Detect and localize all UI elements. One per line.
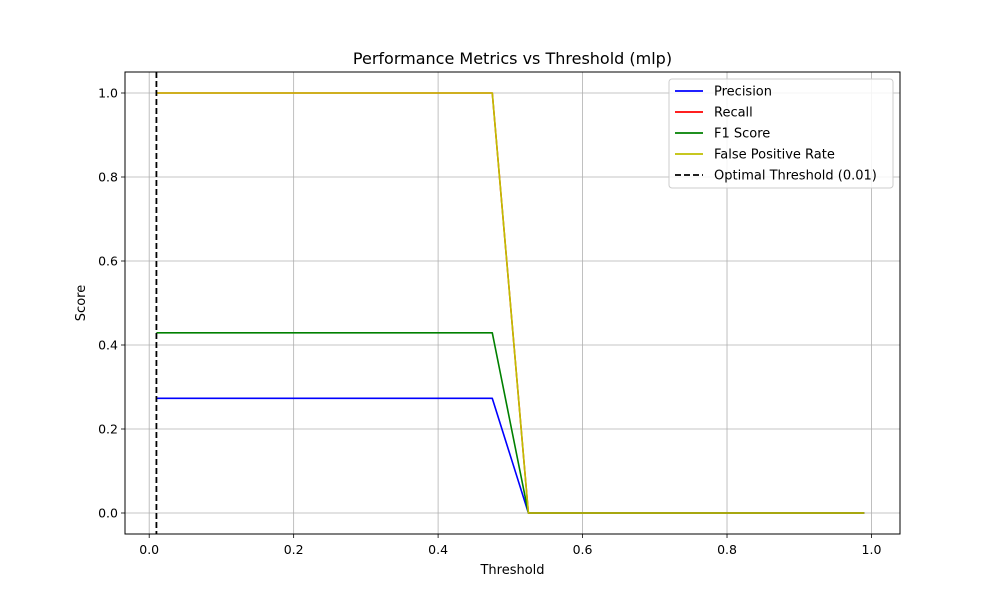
series-line-false-positive-rate bbox=[156, 92, 865, 514]
plot-lines bbox=[155, 72, 865, 534]
legend-label: False Positive Rate bbox=[714, 148, 835, 163]
legend-label: Recall bbox=[714, 106, 753, 121]
x-axis-label: Threshold bbox=[479, 563, 544, 578]
x-tick-label: 0.6 bbox=[573, 542, 593, 557]
legend: Precision Recall F1 Score False Positive Ra… bbox=[668, 78, 894, 189]
x-tick-label: 1.0 bbox=[862, 542, 882, 557]
y-tick-label: 0.8 bbox=[98, 170, 118, 185]
y-tick-label: 0.4 bbox=[98, 338, 118, 353]
legend-box bbox=[668, 78, 894, 189]
y-tick-label: 0.2 bbox=[98, 422, 118, 437]
y-axis: 0.0 0.2 0.4 0.6 0.8 1.0 bbox=[98, 86, 125, 521]
legend-label: F1 Score bbox=[714, 127, 770, 142]
legend-label: Precision bbox=[714, 85, 772, 100]
y-tick-label: 1.0 bbox=[98, 86, 118, 101]
x-tick-label: 0.2 bbox=[284, 542, 304, 557]
x-tick-label: 0.0 bbox=[139, 542, 159, 557]
y-axis-label: Score bbox=[74, 285, 89, 321]
x-tick-label: 0.8 bbox=[717, 542, 737, 557]
y-tick-label: 0.0 bbox=[98, 506, 118, 521]
legend-label: Optimal Threshold (0.01) bbox=[714, 169, 877, 184]
x-tick-label: 0.4 bbox=[428, 542, 448, 557]
x-axis: 0.0 0.2 0.4 0.6 0.8 1.0 bbox=[139, 534, 881, 557]
chart-title: Performance Metrics vs Threshold (mlp) bbox=[353, 49, 672, 68]
plot-frame bbox=[124, 71, 901, 535]
y-tick-label: 0.6 bbox=[98, 254, 118, 269]
